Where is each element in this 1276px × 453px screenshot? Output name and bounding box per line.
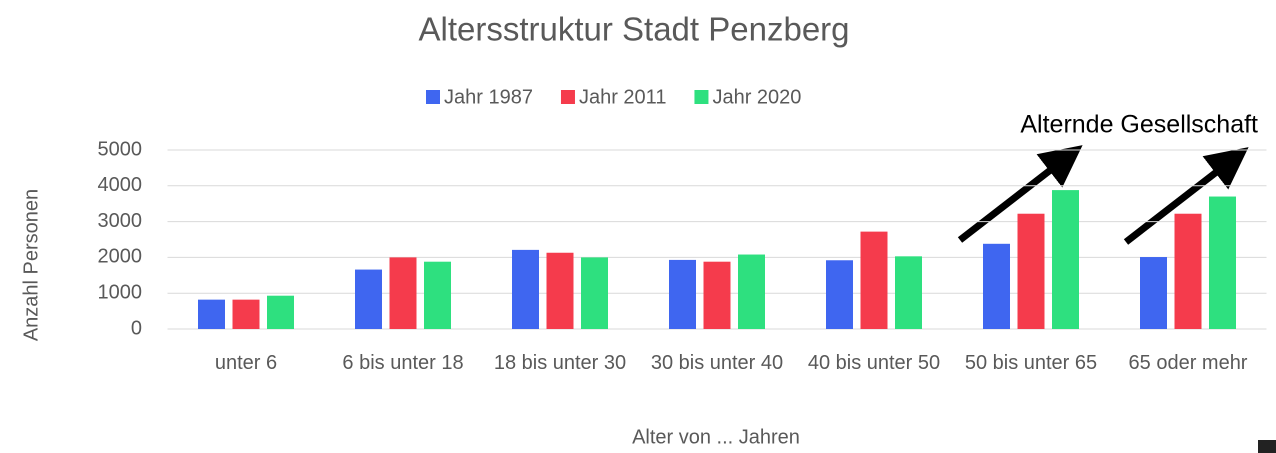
- legend-label: Jahr 2011: [579, 86, 666, 108]
- bar: [860, 231, 888, 329]
- legend-label: Jahr 1987: [444, 86, 533, 108]
- x-tick-label: 65 oder mehr: [1128, 352, 1248, 374]
- y-tick-label: 3000: [98, 210, 143, 232]
- legend-label: Jahr 2020: [712, 86, 801, 108]
- arrow: [1123, 147, 1249, 245]
- bar: [232, 299, 260, 329]
- bar: [546, 252, 574, 329]
- y-tick-label: 4000: [98, 174, 143, 196]
- y-tick-label: 5000: [98, 138, 143, 160]
- bar: [267, 295, 294, 329]
- bar: [1017, 213, 1045, 329]
- bar: [198, 299, 225, 329]
- bar: [826, 260, 853, 329]
- bar: [983, 243, 1010, 329]
- y-tick-label: 1000: [98, 281, 143, 303]
- bar: [581, 257, 608, 329]
- x-tick-label: 6 bis unter 18: [342, 352, 464, 374]
- bar: [738, 254, 765, 329]
- annotation: Alternde Gesellschaft: [1020, 111, 1258, 139]
- legend-swatch: [560, 90, 575, 104]
- bar: [512, 249, 539, 329]
- y-tick-label: 0: [131, 317, 142, 339]
- icon: [1258, 440, 1276, 453]
- x-tick-label: 18 bis unter 30: [493, 352, 627, 374]
- x-tick-label: 30 bis unter 40: [650, 352, 784, 374]
- y-tick-label: 2000: [98, 246, 143, 268]
- bar: [895, 256, 922, 329]
- x-tick-label: 40 bis unter 50: [807, 352, 941, 374]
- legend-swatch: [694, 90, 709, 104]
- arrow: [957, 145, 1083, 243]
- bar: [1052, 190, 1079, 329]
- bar: [1209, 196, 1236, 329]
- bar: [1174, 213, 1202, 329]
- legend-swatch: [426, 90, 440, 104]
- bar: [389, 257, 417, 329]
- bar: [703, 261, 731, 329]
- bar: [669, 259, 696, 329]
- bar: [355, 269, 382, 329]
- x-tick-label: unter 6: [214, 352, 278, 374]
- bar: [1140, 257, 1167, 329]
- x-tick-label: 50 bis unter 65: [964, 352, 1098, 374]
- chart-title: Altersstruktur Stadt Penzberg: [418, 11, 849, 48]
- bar: [424, 261, 451, 329]
- x-axis-label: Alter von ... Jahren: [632, 426, 800, 448]
- y-axis-label: Anzahl Personen: [20, 189, 42, 341]
